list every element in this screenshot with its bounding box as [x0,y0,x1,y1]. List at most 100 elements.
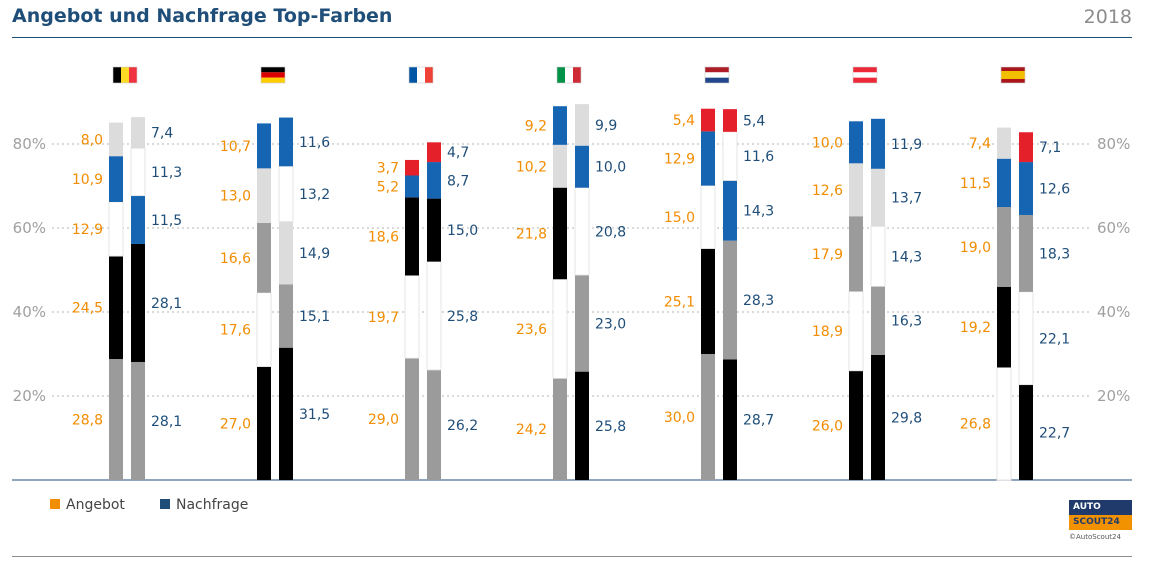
bar-segment [109,359,123,480]
data-label-nachfrage: 5,4 [743,113,765,129]
bar-segment [257,168,271,223]
bar-segment [108,201,124,257]
flag-border [112,66,138,84]
y-tick-label-right: 80% [1097,135,1130,153]
bar-segment [131,243,145,362]
bar-segment [553,106,567,145]
bar-segment [1019,214,1033,292]
flag-stripe [853,77,877,83]
logo-line-scout24: SCOUT24 [1069,515,1132,530]
data-label-nachfrage: 11,9 [891,137,922,153]
flag-stripe [1001,67,1025,71]
bar-segment [553,378,567,480]
data-label-nachfrage: 14,9 [299,246,330,262]
flag-stripe [705,67,729,73]
data-label-angebot: 19,7 [368,310,399,326]
logo-credit: ©AutoScout24 [1069,533,1121,541]
data-label-nachfrage: 13,2 [299,187,330,203]
bar-segment [109,156,123,202]
data-label-nachfrage: 22,7 [1039,425,1070,441]
bar-segment [848,291,864,372]
bar-segment [871,354,885,480]
bar-segment [722,131,738,181]
data-label-nachfrage: 16,3 [891,314,922,330]
data-label-nachfrage: 26,2 [447,418,478,434]
y-tick-label-right: 60% [1097,219,1130,237]
legend-swatch-nachfrage [160,499,170,509]
bar-segment [575,371,589,480]
flag-stripe [705,72,729,78]
flag-stripe [557,67,565,83]
data-label-angebot: 10,2 [516,159,547,175]
data-label-nachfrage: 18,3 [1039,246,1070,262]
bar-segment [997,207,1011,287]
data-label-angebot: 25,1 [664,294,695,310]
data-label-nachfrage: 22,1 [1039,331,1070,347]
data-label-angebot: 24,5 [72,301,103,317]
flag-border [556,66,582,84]
bar-segment [426,261,442,371]
data-label-nachfrage: 20,8 [595,224,626,240]
data-label-nachfrage: 11,5 [151,213,182,229]
logo-line-auto: AUTO [1069,500,1132,515]
bar-segment [701,248,715,354]
data-label-angebot: 17,9 [812,247,843,263]
flag-stripe [417,67,425,83]
bar-segment [279,221,293,285]
bar-segment [427,162,441,199]
data-label-nachfrage: 8,7 [447,173,469,189]
legend-item-angebot: Angebot [50,497,125,513]
data-label-nachfrage: 28,1 [151,296,182,312]
flag-stripe [1001,79,1025,83]
data-label-nachfrage: 11,3 [151,165,182,181]
data-label-nachfrage: 28,3 [743,293,774,309]
y-tick-label-left: 60% [13,219,46,237]
flag-stripe [573,67,581,83]
flag-stripe [853,72,877,78]
y-tick-label-left: 40% [13,303,46,321]
bar-segment [405,159,419,176]
bar-segment [404,275,420,359]
data-label-angebot: 10,9 [72,172,103,188]
bar-segment [130,147,146,197]
chart-title: Angebot und Nachfrage Top-Farben [12,5,393,27]
data-label-nachfrage: 7,1 [1039,140,1061,156]
bar-segment [552,278,568,379]
data-label-nachfrage: 14,3 [891,249,922,265]
data-label-angebot: 26,0 [812,418,843,434]
data-label-angebot: 29,0 [368,412,399,428]
flag-border [408,66,434,84]
bar-segment [997,127,1011,159]
chart-year: 2018 [1083,6,1132,28]
bar-segment [405,197,419,276]
data-label-nachfrage: 28,7 [743,413,774,429]
data-label-nachfrage: 12,6 [1039,182,1070,198]
data-label-angebot: 19,2 [960,320,991,336]
data-label-angebot: 9,2 [525,119,547,135]
data-label-angebot: 18,9 [812,324,843,340]
bar-segment [1019,162,1033,215]
bar-segment [553,187,567,280]
bar-segment [553,144,567,188]
bar-segment [871,286,885,355]
bar-segment [256,292,272,367]
bar-segment [131,195,145,244]
data-label-nachfrage: 23,0 [595,316,626,332]
y-tick-label-left: 80% [13,135,46,153]
data-label-angebot: 17,6 [220,323,251,339]
bar-segment [574,187,590,276]
bar-segment [996,367,1012,481]
data-label-angebot: 5,4 [673,113,695,129]
stacked-bar-chart: 80% 80% 60% 60% 40% 40% 20% 20% 28,8 24,5 12,9 10,9… [12,66,1132,481]
flag-stripe [261,77,285,83]
bar-segment [723,240,737,360]
data-label-nachfrage: 9,9 [595,118,617,134]
bar-segment [723,359,737,480]
data-label-angebot: 24,2 [516,422,547,438]
flag-stripe [705,77,729,83]
bar-segment [723,109,737,132]
flag-stripe [565,67,573,83]
flag-stripe [425,67,433,83]
header-divider [12,37,1132,38]
data-label-angebot: 18,6 [368,229,399,245]
